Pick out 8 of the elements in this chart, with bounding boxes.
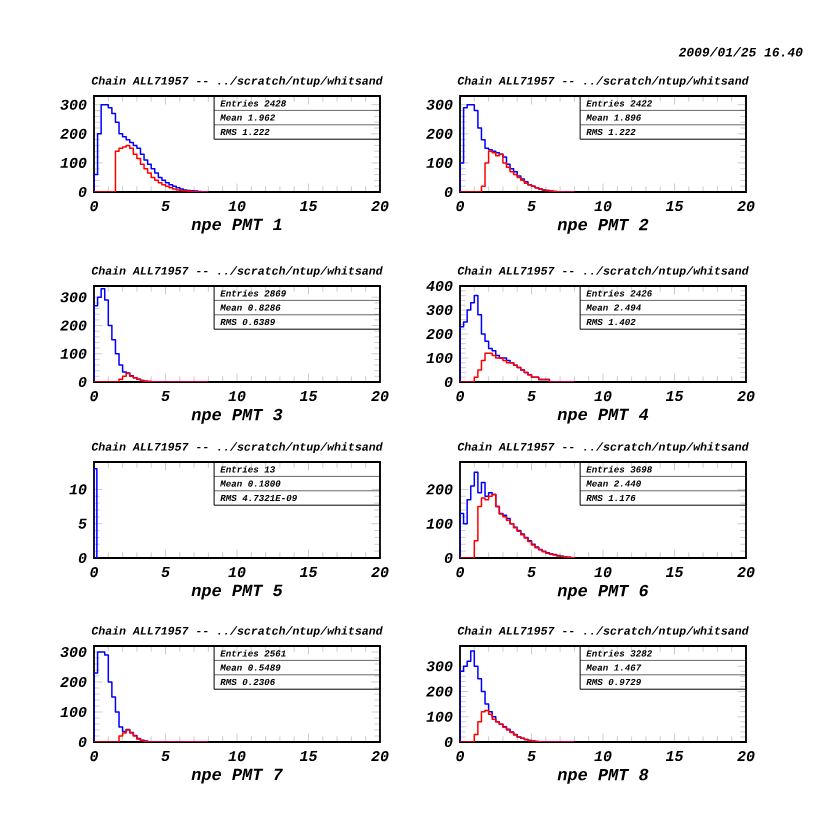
x-axis-title: npe PMT 3 [191,408,283,424]
x-axis-title: npe PMT 6 [557,584,649,600]
x-axis-title: npe PMT 1 [191,218,282,234]
x-axis-title: npe PMT 8 [557,768,649,784]
x-axis-title: npe PMT 2 [557,218,649,234]
x-axis-title: npe PMT 4 [557,408,649,424]
x-axis-title: npe PMT 5 [191,584,283,600]
x-axis-title: npe PMT 7 [191,768,283,784]
